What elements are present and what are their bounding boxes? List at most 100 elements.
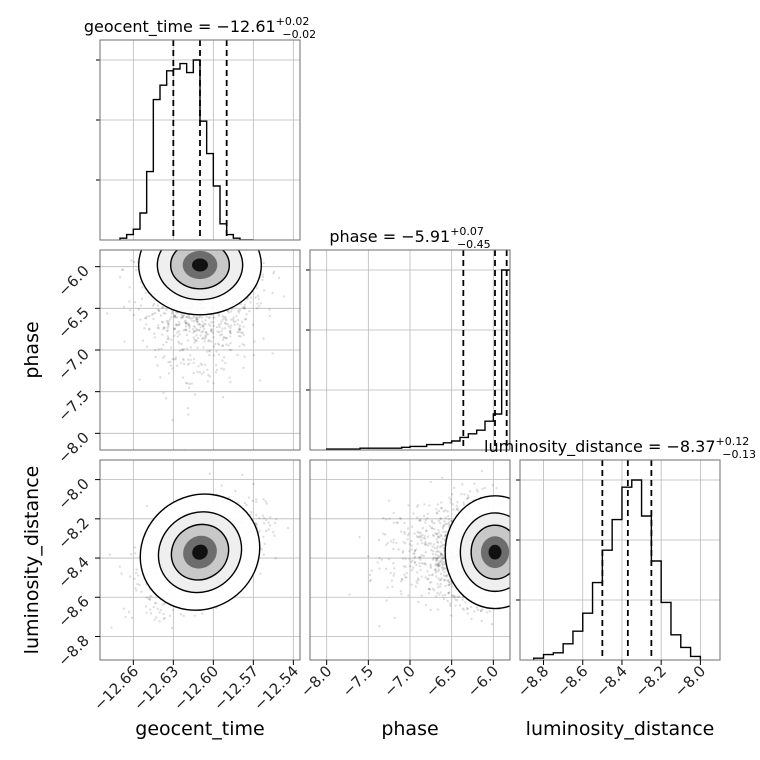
sample-point — [251, 499, 254, 502]
sample-point — [429, 542, 433, 545]
sample-point — [204, 330, 208, 334]
sample-point — [210, 330, 213, 333]
sample-point — [418, 535, 421, 539]
sample-point — [455, 599, 459, 602]
sample-point — [130, 616, 134, 620]
sample-point — [263, 289, 266, 292]
sample-point — [475, 488, 479, 491]
sample-point — [229, 335, 232, 338]
sample-point — [427, 544, 430, 547]
sample-point — [429, 566, 432, 569]
sample-point — [199, 362, 203, 365]
sample-point — [129, 575, 132, 578]
sample-point — [178, 342, 181, 345]
sample-point — [174, 358, 178, 361]
sample-point — [439, 533, 442, 537]
sample-point — [433, 527, 436, 531]
sample-point — [418, 561, 421, 565]
sample-point — [429, 480, 432, 484]
sample-point — [433, 546, 436, 550]
sample-point — [120, 572, 123, 575]
sample-point — [160, 320, 164, 324]
sample-point — [433, 556, 437, 559]
sample-point — [272, 270, 276, 273]
sample-point — [447, 578, 450, 582]
sample-point — [162, 326, 166, 329]
sample-point — [240, 331, 243, 334]
sample-point — [442, 567, 445, 570]
sample-point — [194, 339, 198, 342]
sample-point — [436, 586, 440, 589]
sample-point — [436, 535, 440, 538]
sample-point — [241, 473, 244, 477]
sample-point — [434, 567, 437, 571]
sample-point — [192, 357, 196, 361]
sample-point — [195, 327, 198, 331]
sample-point — [224, 316, 227, 319]
sample-point — [176, 331, 179, 334]
sample-point — [212, 324, 215, 328]
sample-point — [275, 518, 278, 521]
sample-point — [190, 382, 193, 385]
sample-point — [212, 382, 215, 385]
sample-point — [232, 316, 235, 320]
sample-point — [164, 312, 167, 315]
sample-point — [441, 557, 444, 560]
sample-point — [422, 554, 425, 558]
sample-point — [232, 320, 236, 323]
sample-point — [439, 560, 442, 564]
sample-point — [243, 344, 246, 347]
panel-frame-2-2 — [519, 459, 721, 661]
sample-point — [444, 533, 448, 536]
sample-point — [434, 571, 438, 574]
sample-point — [378, 556, 381, 560]
sample-point — [229, 318, 233, 321]
title-phase: phase = −5.91+0.07 −0.45 — [329, 225, 490, 251]
sample-point — [217, 342, 220, 345]
sample-point — [442, 574, 446, 577]
sample-point — [170, 311, 174, 314]
sample-point — [204, 323, 207, 326]
sample-point — [369, 578, 373, 582]
sample-point — [224, 322, 228, 326]
sample-point — [436, 563, 440, 566]
sample-point — [436, 503, 440, 506]
sample-point — [491, 483, 494, 487]
sample-point — [426, 577, 430, 580]
sample-point — [208, 353, 211, 357]
sample-point — [243, 355, 246, 358]
sample-point — [441, 566, 445, 569]
sample-point — [185, 333, 189, 337]
sample-point — [447, 514, 450, 518]
sample-point — [441, 556, 444, 559]
sample-point — [454, 604, 457, 607]
sample-point — [463, 493, 466, 496]
sample-point — [196, 346, 199, 349]
sample-point — [439, 517, 442, 520]
sample-point — [443, 563, 446, 566]
sample-point — [433, 568, 437, 572]
sample-point — [468, 490, 472, 493]
sample-point — [196, 320, 199, 323]
sample-point — [417, 504, 420, 507]
sample-point — [145, 323, 148, 326]
sample-point — [214, 371, 218, 374]
sample-point — [439, 578, 442, 581]
sample-point — [434, 569, 438, 573]
sample-point — [108, 553, 112, 556]
sample-point — [437, 568, 441, 571]
sample-point — [240, 320, 244, 324]
sample-point — [391, 585, 394, 589]
sample-point — [440, 476, 444, 479]
sample-point — [208, 316, 211, 320]
sample-point — [173, 327, 177, 331]
sample-point — [193, 326, 197, 329]
sample-point — [145, 596, 148, 599]
x-tick-label-phase: −6.5 — [422, 662, 460, 700]
sample-point — [424, 575, 427, 579]
sample-point — [393, 572, 396, 575]
sample-point — [480, 619, 483, 623]
sample-point — [157, 323, 160, 327]
sample-point — [403, 573, 406, 577]
